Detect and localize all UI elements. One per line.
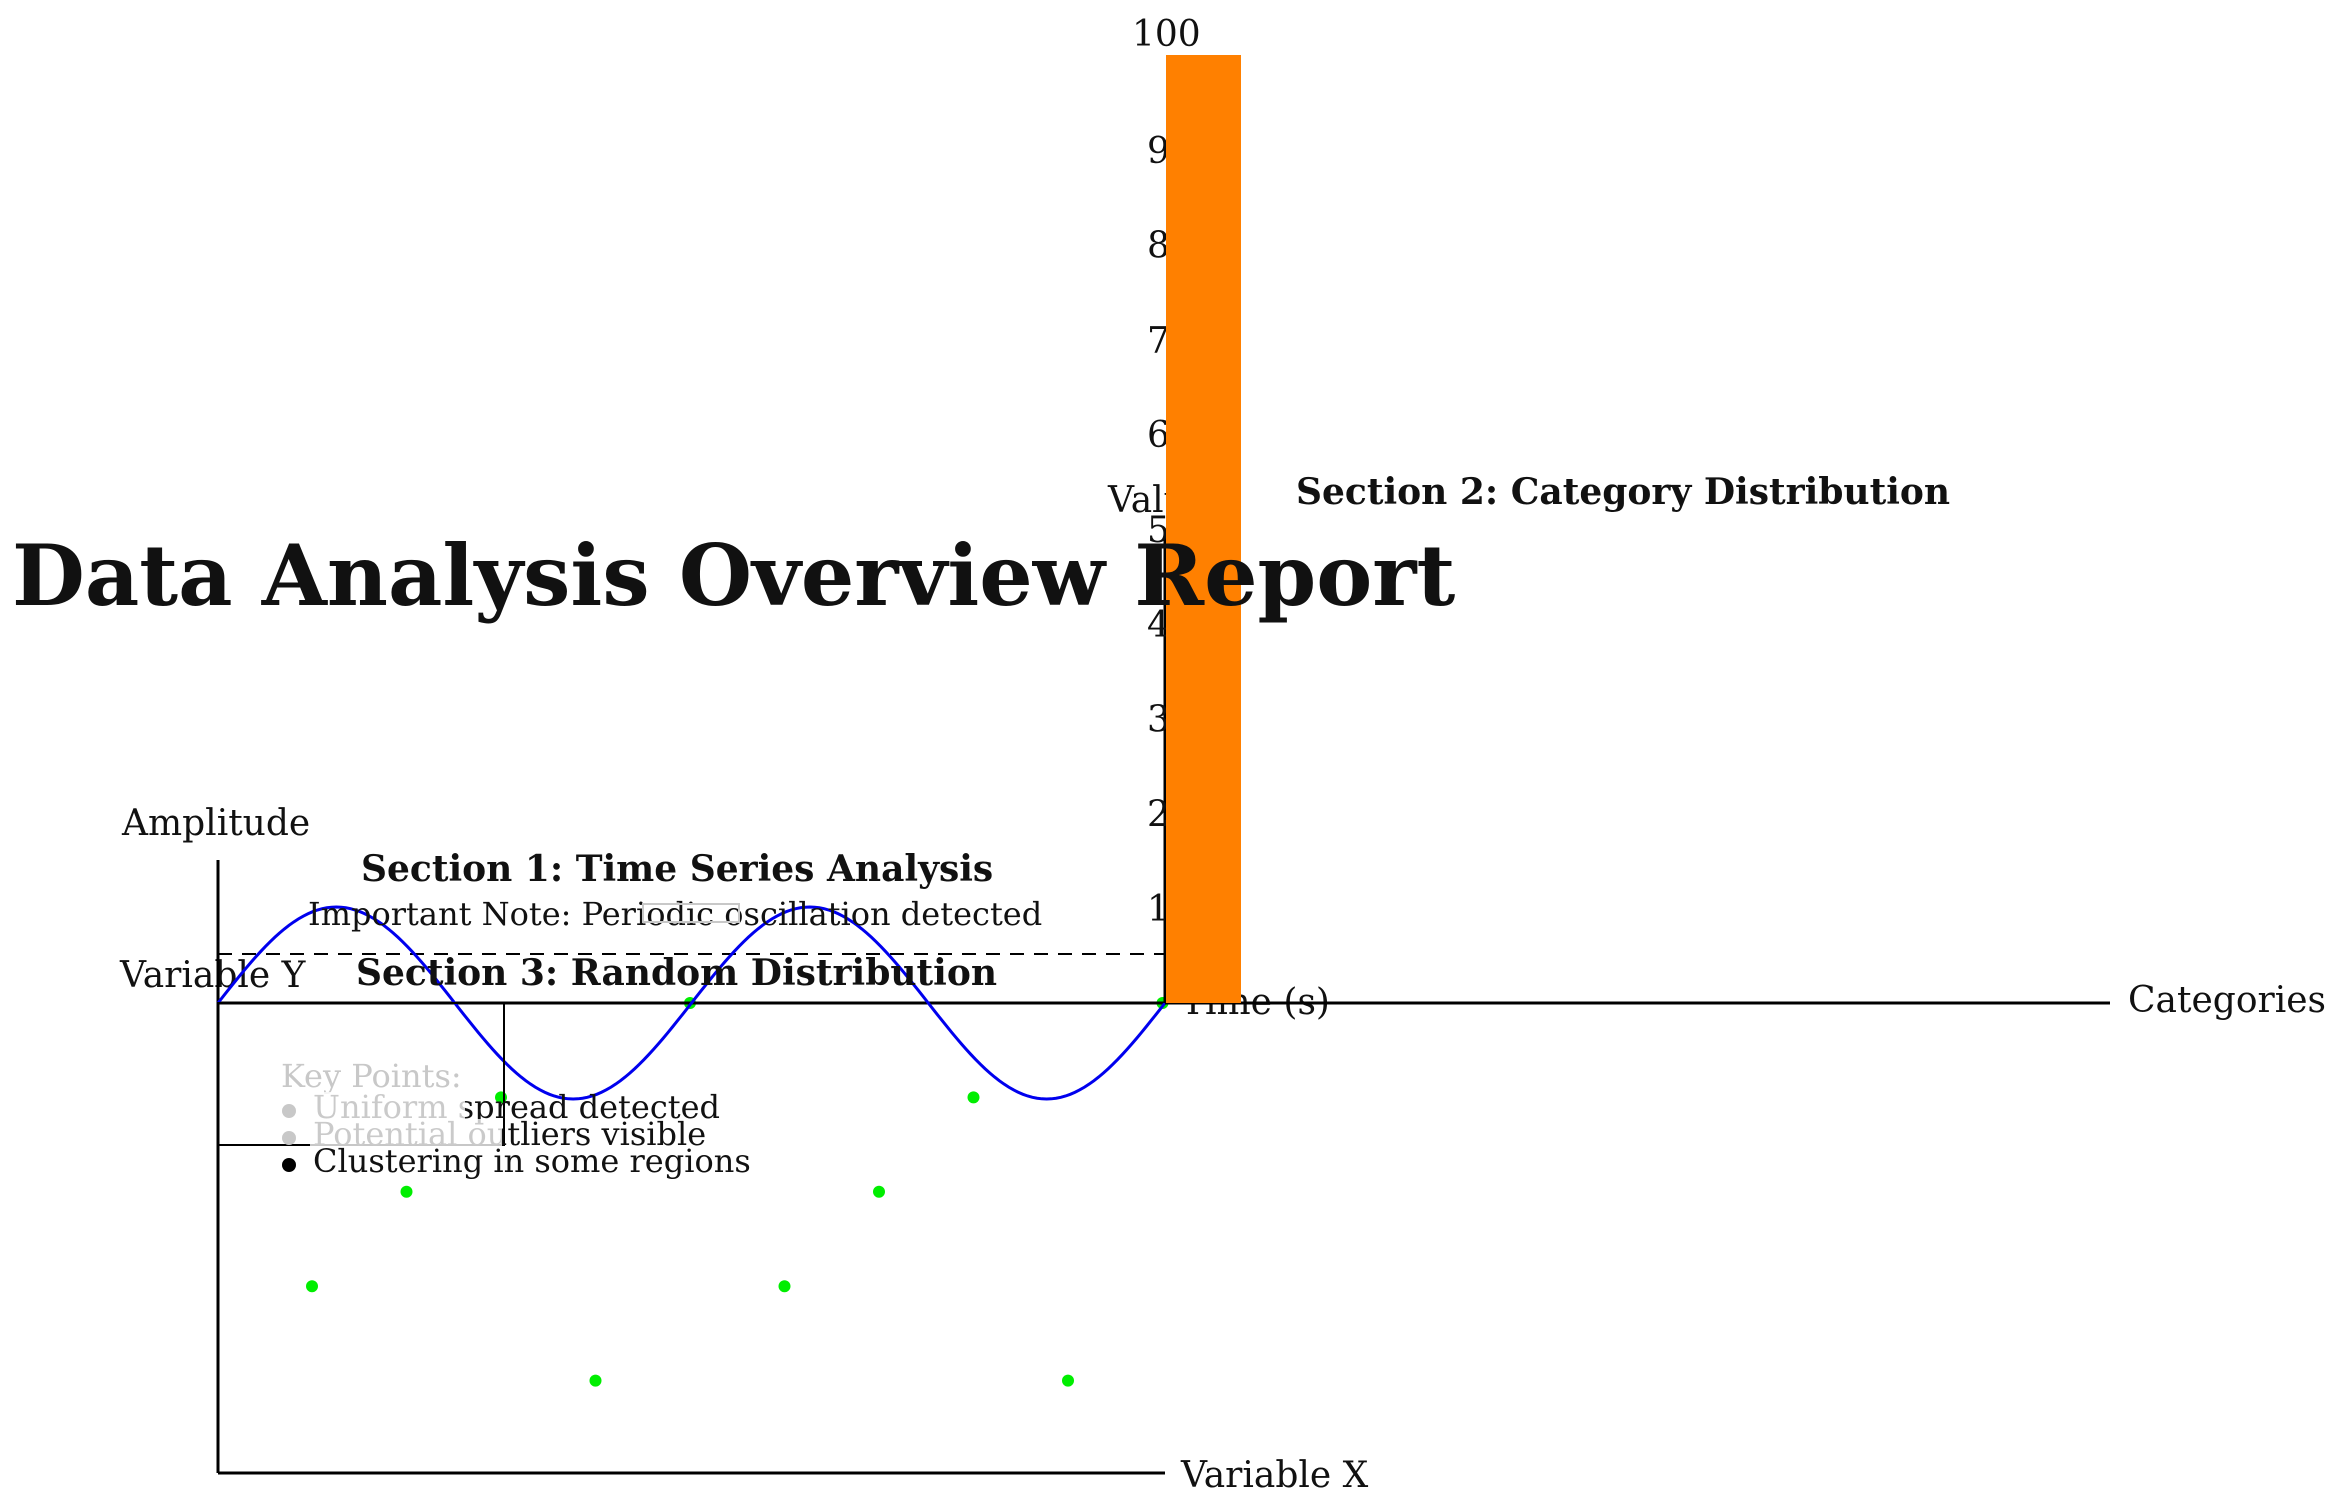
bullet-icon [282,1131,296,1145]
bar-tick-label: 100 [1132,14,1201,55]
scatter-point [400,1185,413,1198]
key-point-3: Clustering in some regions [313,1142,751,1180]
scatter-point [967,1091,980,1104]
section1-heading: Section 1: Time Series Analysis [361,848,993,890]
scatter-x-label: Variable X [1180,1455,1369,1496]
section1-note: Important Note: Periodic oscillation det… [308,895,1042,933]
scatter-point [778,1280,791,1293]
note-highlight-box [642,903,740,923]
key-point-2-overlay [310,1119,502,1150]
line-series-amplitude [216,905,1167,1101]
scatter-point [1062,1374,1074,1387]
bullet-icon [282,1158,296,1172]
scatter-y-label: Variable Y [119,955,307,996]
bullet-icon [282,1104,296,1118]
section3-heading: Section 3: Random Distribution [356,952,997,994]
bar-x-label: Categories [2128,980,2326,1021]
key-points-legend: Key Points: Uniform spread detected Pote… [217,1002,751,1180]
line-y-label: Amplitude [121,803,310,844]
bar-value [1166,55,1241,1003]
section2-heading: Section 2: Category Distribution [1296,471,1950,513]
key-points-title: Key Points: [281,1057,462,1095]
scatter-point [306,1280,318,1293]
scatter-point [873,1185,885,1198]
scatter-point [589,1374,602,1387]
scatter-points [306,997,1169,1387]
page-title: Data Analysis Overview Report [12,526,1456,625]
scatter-chart: Variable X Variable Y [119,955,1369,1496]
bar-chart: Value Categories 100908070605040302010 [1107,14,2326,1021]
